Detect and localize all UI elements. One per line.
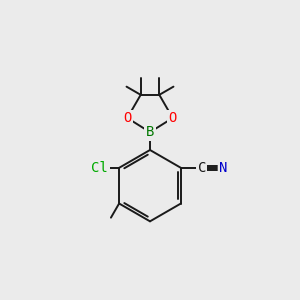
Text: Cl: Cl [92, 161, 108, 175]
Text: O: O [169, 111, 177, 125]
Text: N: N [219, 161, 228, 175]
Text: C: C [197, 161, 206, 175]
Text: B: B [146, 125, 154, 139]
Text: O: O [123, 111, 131, 125]
